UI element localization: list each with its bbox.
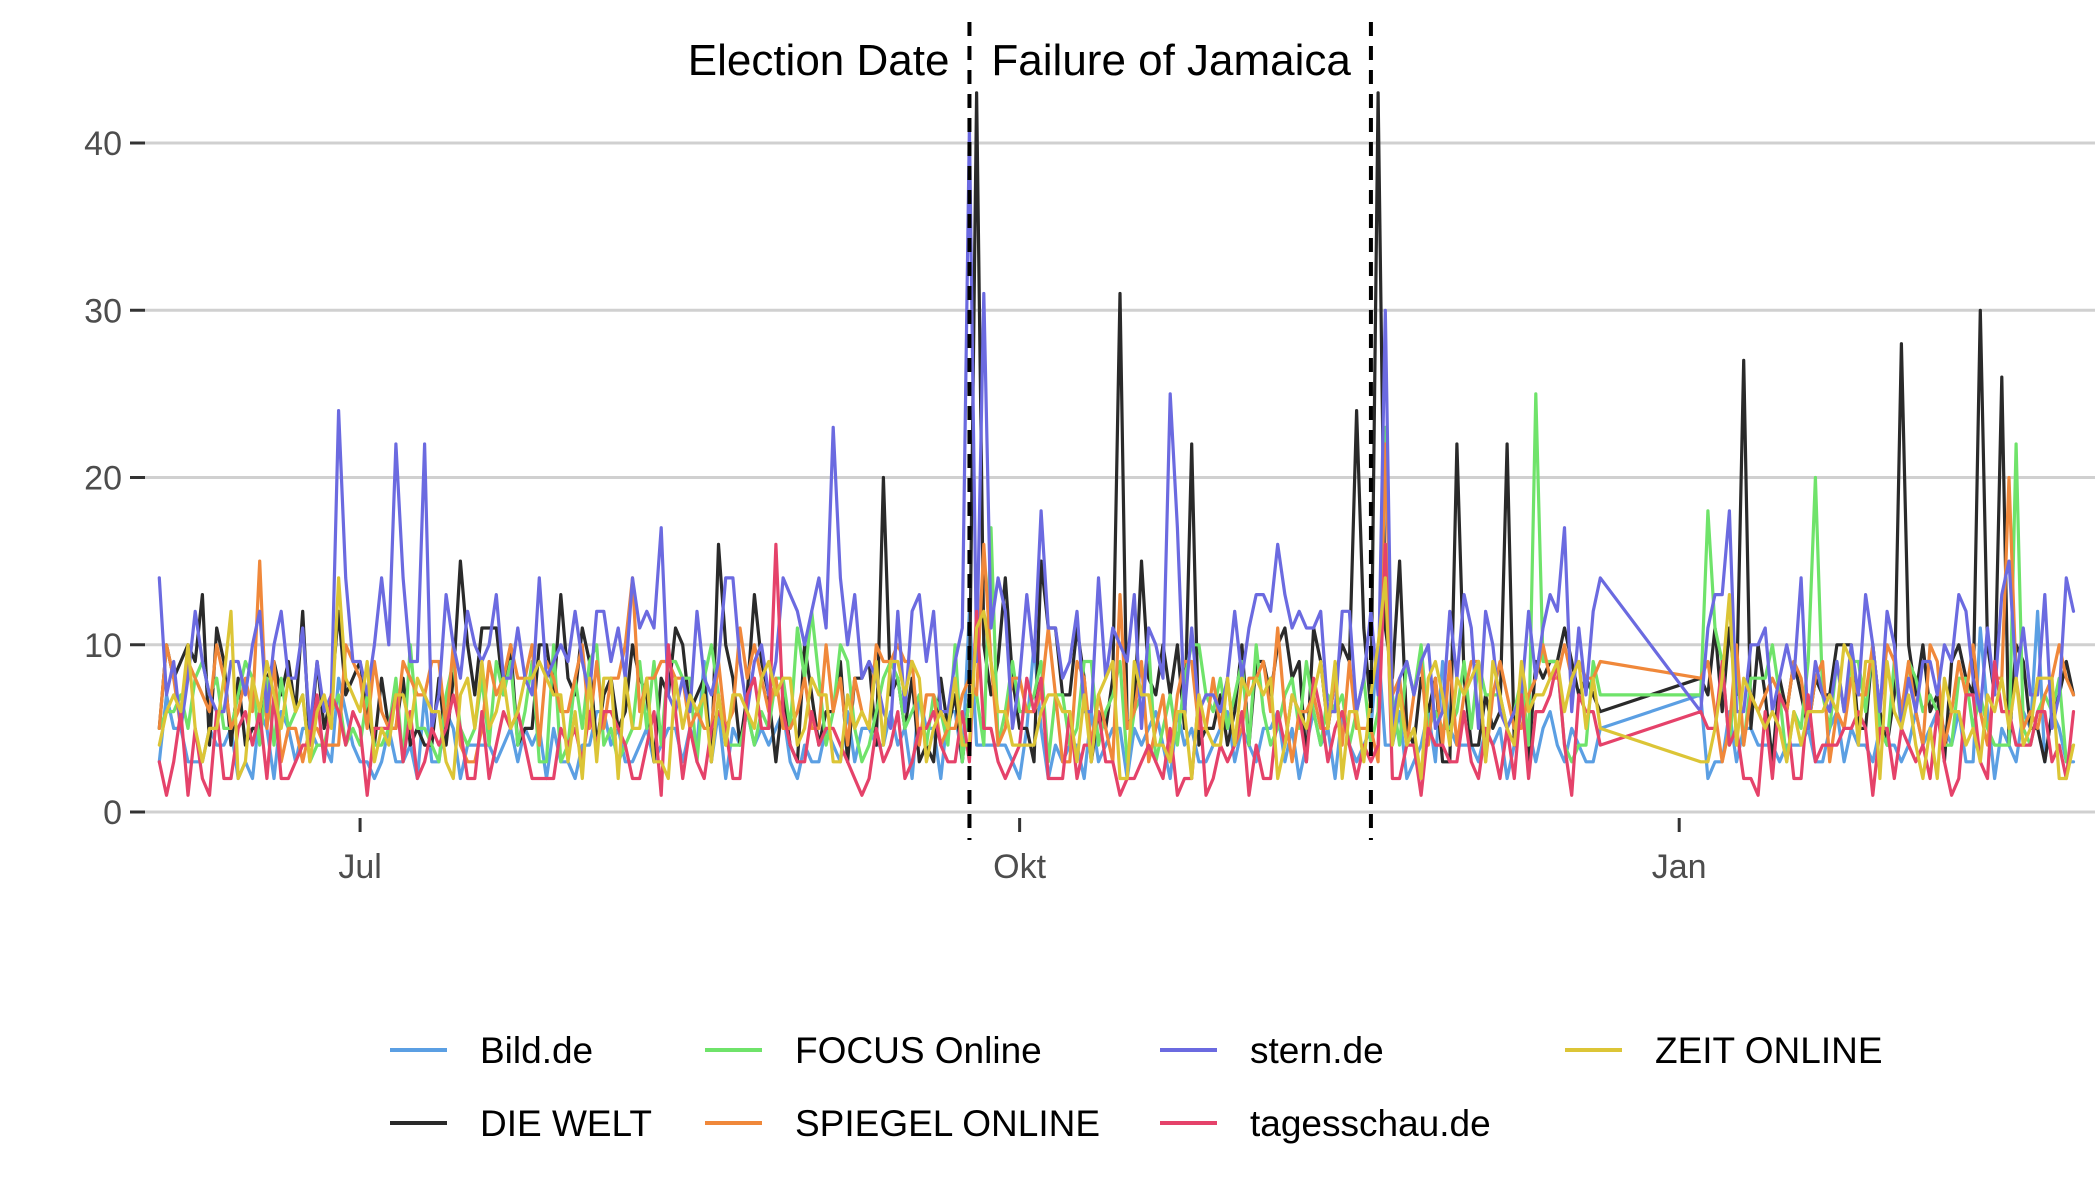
- y-tick-label: 30: [84, 292, 122, 330]
- y-tick-label: 40: [84, 125, 122, 163]
- x-tick-label: Jul: [338, 848, 381, 886]
- legend-label: ZEIT ONLINE: [1655, 1030, 1883, 1071]
- legend-label: SPIEGEL ONLINE: [795, 1103, 1100, 1144]
- event-label: Election Date: [688, 36, 950, 85]
- legend-label: FOCUS Online: [795, 1030, 1042, 1071]
- x-tick-label: Jan: [1652, 848, 1707, 886]
- legend-label: DIE WELT: [480, 1103, 652, 1144]
- y-tick-label: 0: [103, 794, 122, 832]
- y-tick-label: 10: [84, 627, 122, 665]
- series-line-stern.de: [157, 124, 2076, 730]
- series-line-ZEIT ONLINE: [157, 576, 2076, 781]
- legend-label: Bild.de: [480, 1030, 593, 1071]
- series-line-DIE WELT: [157, 91, 2076, 764]
- event-label: Failure of Jamaica: [991, 36, 1351, 85]
- y-tick-label: 20: [84, 460, 122, 498]
- legend-label: stern.de: [1250, 1030, 1384, 1071]
- x-tick-label: Okt: [993, 848, 1046, 886]
- legend-label: tagesschau.de: [1250, 1103, 1491, 1144]
